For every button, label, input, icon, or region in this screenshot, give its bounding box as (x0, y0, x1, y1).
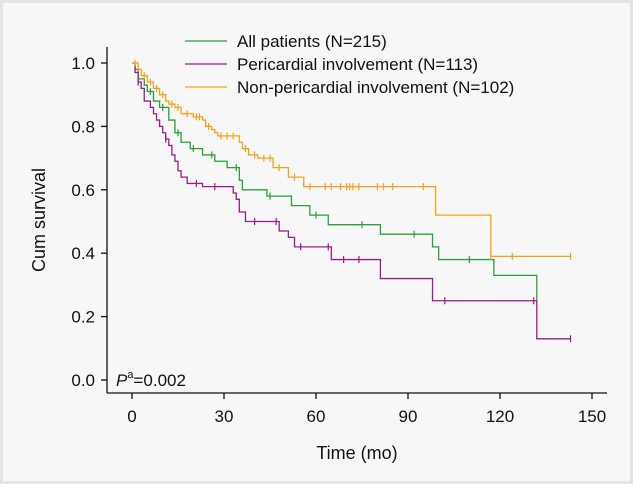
p-value-text: =0.002 (133, 371, 185, 390)
x-axis-title: Time (mo) (316, 443, 397, 463)
x-tick-label: 150 (578, 407, 606, 426)
x-tick-label: 0 (127, 407, 136, 426)
x-tick-label: 90 (399, 407, 418, 426)
legend-label-pericardial: Pericardial involvement (N=113) (237, 55, 478, 74)
curve-pericardial (132, 62, 571, 340)
y-tick-label: 0.2 (71, 308, 95, 327)
curve-all-patients (132, 62, 538, 301)
p-value-symbol: P (116, 371, 128, 390)
y-tick-label: 0.6 (71, 181, 95, 200)
p-value-superscript: a (127, 369, 134, 381)
y-tick-label: 0.8 (71, 117, 95, 136)
tick-marks: 0 30 60 90 120 150 0.0 0.2 0.4 0.6 0.8 1.0 (71, 54, 606, 426)
x-tick-label: 60 (307, 407, 326, 426)
legend-label-non-pericardial: Non-pericardial involvement (N=102) (237, 78, 514, 97)
axes (106, 47, 607, 394)
y-tick-label: 1.0 (71, 54, 95, 73)
y-axis-title: Cum survival (29, 168, 49, 272)
legend-label-all: All patients (N=215) (237, 32, 387, 51)
x-tick-label: 30 (215, 407, 234, 426)
survival-chart: 0 30 60 90 120 150 0.0 0.2 0.4 0.6 0.8 1.0 All pati… (29, 32, 607, 463)
p-value-annotation: Pa=0.002 (116, 369, 186, 390)
survival-curves (132, 59, 572, 343)
y-tick-label: 0.4 (71, 244, 95, 263)
x-tick-label: 120 (486, 407, 514, 426)
y-tick-label: 0.0 (71, 371, 95, 390)
legend: All patients (N=215) Pericardial involve… (185, 32, 514, 97)
